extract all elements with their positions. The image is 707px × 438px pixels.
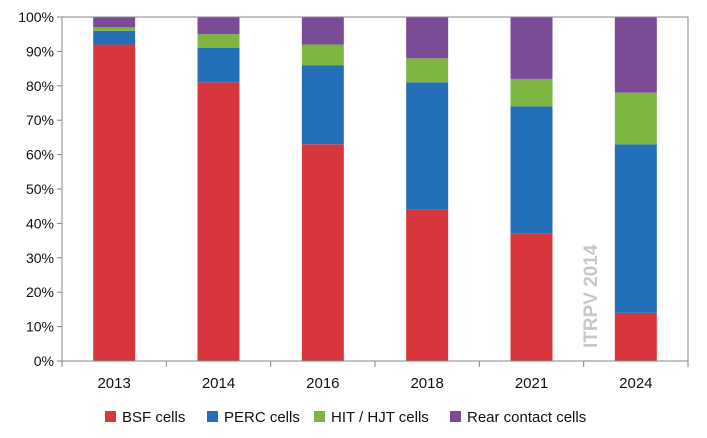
- bar-segment: [301, 144, 344, 361]
- y-tick-label: 50%: [26, 181, 54, 197]
- x-tick-label: 2024: [619, 375, 652, 392]
- x-tick-label: 2021: [515, 375, 548, 392]
- bar-segment: [197, 82, 240, 362]
- y-tick-label: 20%: [26, 284, 54, 300]
- axes-layer: 0% 10% 20% 30% 40% 50% 60% 70% 80% 90% 100% 2013 201…: [18, 9, 689, 392]
- bar-segment: [510, 78, 553, 107]
- y-tick-label: 30%: [26, 250, 54, 266]
- bar-segment: [510, 17, 553, 79]
- bar-segment: [301, 44, 344, 66]
- x-tick-label: 2014: [202, 375, 235, 392]
- bar-segment: [406, 82, 449, 210]
- legend-label: HIT / HJT cells: [331, 409, 429, 426]
- bar-segment: [510, 233, 553, 361]
- y-tick-label: 80%: [26, 78, 54, 94]
- y-tick-label: 90%: [26, 43, 54, 59]
- bar-segment: [406, 58, 449, 83]
- legend-swatch: [207, 411, 218, 422]
- x-tick-label: 2016: [306, 375, 339, 392]
- y-tick-label: 10%: [26, 319, 54, 335]
- legend-label: PERC cells: [224, 409, 300, 426]
- watermark-text: ITRPV 2014: [581, 244, 602, 348]
- bar-segment: [197, 34, 240, 48]
- bar-segment: [301, 65, 344, 145]
- bar-segment: [614, 144, 657, 313]
- bar-segment: [197, 17, 240, 35]
- legend-swatch: [314, 411, 325, 422]
- bar-segment: [93, 17, 136, 28]
- y-tick-label: 70%: [26, 112, 54, 128]
- bar-segment: [614, 17, 657, 93]
- legend-label: Rear contact cells: [467, 409, 586, 426]
- bar-segment: [93, 30, 136, 45]
- legend-label: BSF cells: [122, 409, 185, 426]
- y-tick-label: 0%: [34, 353, 54, 369]
- bar-segment: [510, 106, 553, 234]
- bar-segment: [614, 92, 657, 145]
- y-tick-label: 60%: [26, 147, 54, 163]
- bars-layer: [93, 17, 657, 362]
- bar-segment: [406, 209, 449, 361]
- bar-segment: [614, 312, 657, 361]
- bar-segment: [93, 27, 136, 31]
- legend-swatch: [105, 411, 116, 422]
- bar-segment: [301, 17, 344, 45]
- bar-segment: [93, 44, 136, 362]
- y-tick-label: 40%: [26, 215, 54, 231]
- legend: BSF cells PERC cells HIT / HJT cells Rear c…: [105, 409, 586, 426]
- bar-segment: [197, 47, 240, 83]
- y-tick-label: 100%: [18, 9, 54, 25]
- bar-segment: [406, 17, 449, 59]
- x-tick-label: 2018: [410, 375, 443, 392]
- x-tick-label: 2013: [97, 375, 130, 392]
- legend-swatch: [450, 411, 461, 422]
